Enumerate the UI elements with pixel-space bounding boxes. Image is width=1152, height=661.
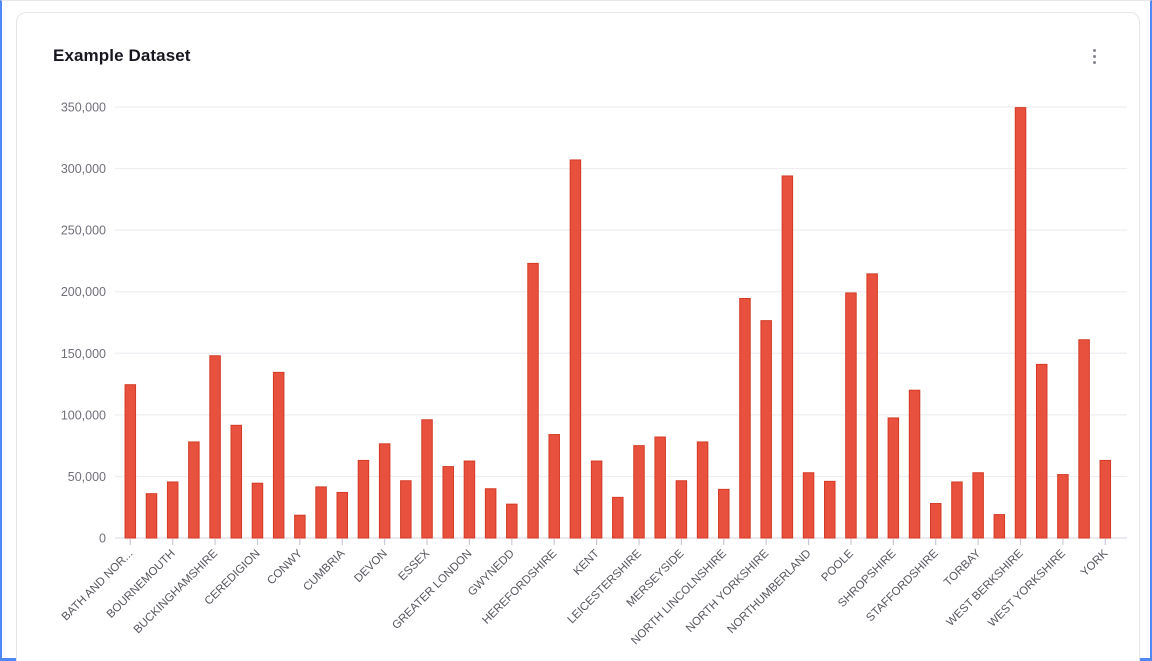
chart-bar[interactable] (887, 417, 900, 539)
x-axis-tick-label: NORTH YORKSHIRE (684, 547, 771, 634)
chart-bar[interactable] (1099, 459, 1112, 539)
chart-bar[interactable] (400, 480, 412, 539)
chart-bar[interactable] (929, 503, 942, 539)
chart-bar[interactable] (633, 445, 645, 539)
more-options-button[interactable] (1083, 44, 1105, 68)
chart-bar[interactable] (845, 292, 857, 539)
chart-bar[interactable] (548, 434, 560, 539)
x-axis-tick-label: ESSEX (397, 547, 433, 583)
chart-bar[interactable] (824, 480, 836, 539)
chart-bar[interactable] (506, 503, 518, 539)
chart-bar[interactable] (760, 320, 772, 539)
chart-bar[interactable] (1057, 474, 1069, 539)
y-axis-tick-label: 150,000 (61, 347, 106, 361)
x-axis-tick-label: TORBAY (942, 547, 983, 588)
chart-bar[interactable] (124, 384, 137, 539)
chart-bar[interactable] (336, 491, 349, 539)
chart-bar[interactable] (1014, 107, 1027, 539)
chart-bar[interactable] (442, 466, 454, 539)
kebab-dot (1092, 60, 1096, 64)
chart-bar[interactable] (696, 441, 709, 539)
chart-bar[interactable] (378, 443, 391, 539)
chart-bar[interactable] (166, 481, 179, 539)
chart-bar[interactable] (315, 486, 327, 539)
chart-bar[interactable] (781, 175, 794, 539)
x-axis-tick-label: YORK (1079, 547, 1111, 579)
y-axis-tick-label: 200,000 (61, 285, 106, 299)
chart-bar[interactable] (1078, 339, 1090, 539)
chart-bar[interactable] (675, 480, 688, 539)
x-axis-tick-label: GREATER LONDON (390, 548, 474, 632)
chart-bar[interactable] (421, 419, 433, 539)
chart-bar[interactable] (993, 514, 1006, 539)
chart-bar[interactable] (718, 488, 730, 539)
chart-bar[interactable] (569, 159, 582, 539)
x-axis-tick-label: POOLE (820, 547, 857, 584)
kebab-dot (1092, 48, 1096, 52)
x-axis-tick-label: STAFFORDSHIRE (864, 547, 941, 624)
y-axis-tick-label: 350,000 (61, 101, 106, 115)
x-axis-tick-label: KENT (572, 548, 602, 578)
chart-bar[interactable] (145, 493, 158, 539)
chart-bar[interactable] (1035, 363, 1048, 539)
chart-bar[interactable] (612, 496, 624, 539)
x-axis-tick-label: CONWY (265, 547, 305, 587)
chart-title: Example Dataset (53, 46, 191, 65)
chart-bar[interactable] (188, 441, 200, 539)
x-axis-tick-label: HEREFORDSHIRE (480, 547, 559, 626)
chart-bar[interactable] (294, 514, 306, 539)
chart-bar[interactable] (590, 460, 603, 539)
chart-bar[interactable] (527, 262, 539, 539)
y-axis-tick-label: 250,000 (61, 224, 106, 238)
x-axis-tick-label: BATH AND NOR... (60, 548, 136, 624)
x-axis-tick-label: DEVON (352, 548, 389, 585)
y-axis-tick-label: 100,000 (61, 408, 106, 422)
chart-bar[interactable] (272, 371, 285, 539)
chart-bar[interactable] (484, 488, 497, 539)
x-axis-tick-label: WEST YORKSHIRE (986, 547, 1068, 629)
chart-bar[interactable] (230, 424, 243, 539)
x-axis-tick-label: BUCKINGHAMSHIRE (132, 547, 221, 636)
y-axis-tick-label: 50,000 (68, 470, 106, 484)
chart-bar[interactable] (908, 389, 921, 539)
kebab-dot (1092, 54, 1096, 58)
y-axis-tick-label: 300,000 (61, 162, 106, 176)
chart-bar[interactable] (357, 459, 370, 539)
chart-bar[interactable] (866, 273, 878, 539)
y-axis-tick-label: 0 (99, 532, 106, 546)
x-axis-tick-label: NORTHUMBERLAND (725, 548, 813, 636)
chart-bar[interactable] (251, 482, 264, 539)
x-axis-tick-label: LEICESTERSHIRE (566, 547, 645, 626)
chart-bar[interactable] (463, 460, 476, 539)
x-axis-tick-label: CUMBRIA (301, 547, 347, 593)
chart-bar[interactable] (951, 481, 963, 539)
chart-bar[interactable] (802, 472, 815, 539)
chart-bar[interactable] (209, 355, 221, 539)
chart-bar[interactable] (654, 436, 666, 539)
x-axis-tick-label: WEST BERKSHIRE (945, 547, 1026, 628)
chart-bar[interactable] (972, 472, 984, 539)
chart-bar[interactable] (739, 297, 751, 539)
